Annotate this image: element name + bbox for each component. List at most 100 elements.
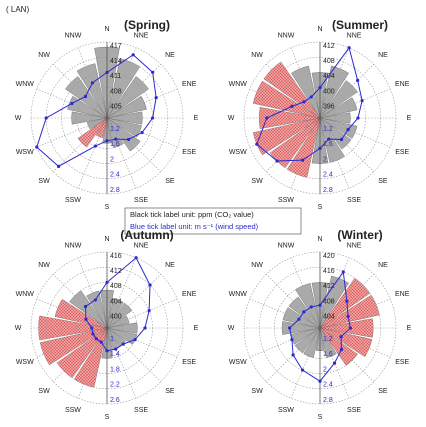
wind-point: [147, 308, 151, 313]
direction-label: NNW: [278, 33, 295, 40]
direction-label: NW: [38, 52, 50, 59]
y2-tick-label: 2.4: [323, 172, 333, 179]
direction-label: WSW: [229, 359, 247, 366]
y2-tick-label: 2.8: [323, 187, 333, 194]
y-tick-label: 416: [323, 268, 335, 275]
sector-hatch: [38, 316, 107, 340]
sector-hatch: [320, 328, 372, 357]
sector-hatch: [253, 81, 320, 118]
direction-label: W: [228, 325, 235, 332]
direction-label: ENE: [182, 291, 197, 298]
sector: [319, 275, 349, 329]
wind-point: [332, 361, 337, 365]
y2-tick-label: 2.8: [323, 397, 333, 404]
y-tick-label: 404: [323, 73, 335, 80]
wind-point: [339, 335, 343, 339]
direction-label: SSW: [65, 407, 81, 414]
direction-label: E: [407, 115, 412, 122]
chart-title: (Summer): [332, 18, 388, 32]
y-tick-label: 400: [323, 88, 335, 95]
direction-label: E: [194, 115, 199, 122]
wind-point: [143, 326, 147, 330]
direction-label: NE: [378, 262, 388, 269]
y-tick-label: 412: [110, 268, 122, 275]
wind-point: [309, 305, 313, 309]
wind-point: [44, 116, 48, 120]
direction-label: NW: [251, 262, 263, 269]
sector-hatch: [253, 118, 320, 155]
y-tick-label: 411: [110, 73, 121, 80]
header: ( LAN): [6, 5, 29, 14]
direction-label: SW: [38, 388, 50, 395]
direction-label: SE: [165, 178, 175, 185]
direction-label: W: [15, 115, 22, 122]
wind-point: [265, 116, 269, 120]
wind-point: [121, 342, 125, 346]
wind-point: [346, 314, 350, 318]
wind-point: [255, 142, 259, 146]
wind-point: [105, 349, 109, 353]
wind-point: [318, 86, 322, 90]
direction-label: W: [228, 115, 235, 122]
y2-tick-label: 1.6: [110, 141, 120, 148]
direction-label: ESE: [395, 359, 409, 366]
wind-point: [114, 347, 118, 351]
sector-hatch: [270, 118, 320, 168]
direction-label: E: [194, 325, 199, 332]
direction-label: SSW: [278, 407, 294, 414]
wind-point: [302, 100, 306, 104]
y2-tick-label: 1.2: [323, 126, 333, 133]
y2-tick-label: 1.2: [323, 336, 333, 343]
y-tick-label: 408: [110, 88, 122, 95]
y2-tick-label: 1.8: [110, 366, 120, 373]
sector: [282, 307, 321, 329]
direction-label: SE: [378, 178, 388, 185]
wind-point: [346, 128, 350, 132]
direction-label: NNE: [134, 243, 149, 250]
sector: [106, 111, 143, 125]
direction-label: SSW: [278, 197, 294, 204]
y-tick-label: 417: [110, 43, 122, 50]
wind-point: [84, 317, 88, 321]
grid-ring: [274, 282, 366, 374]
direction-label: NNW: [65, 33, 82, 40]
wind-point: [93, 144, 97, 148]
direction-label: SW: [251, 178, 263, 185]
direction-label: W: [15, 325, 22, 332]
direction-label: WSW: [229, 149, 247, 156]
y-tick-label: 414: [110, 58, 122, 65]
y-tick-label: 408: [110, 283, 122, 290]
wind-point: [148, 283, 152, 287]
wind-point: [302, 310, 306, 314]
direction-label: WSW: [16, 149, 34, 156]
wind-point: [133, 338, 137, 342]
grid-ring: [91, 312, 123, 344]
wind-point: [339, 137, 344, 142]
sector: [71, 111, 108, 125]
note-blue: Blue tick label unit: m s⁻¹ (wind speed): [130, 222, 259, 231]
chart-title: (Autumn): [120, 228, 173, 242]
y-tick-label: 416: [110, 253, 122, 260]
wind-point: [140, 130, 144, 135]
y2-tick-label: 2.4: [110, 172, 120, 179]
y-tick-label: 408: [323, 298, 335, 305]
grid-ring: [76, 87, 138, 149]
direction-label: N: [104, 26, 109, 33]
y2-tick-label: 1.6: [323, 141, 333, 148]
wind-point: [134, 256, 138, 260]
y2-tick-label: 2: [323, 366, 327, 373]
direction-label: ESE: [395, 149, 409, 156]
grid-ring: [304, 312, 336, 344]
grid-ring: [91, 102, 123, 134]
wind-point: [114, 137, 118, 141]
wind-point: [105, 280, 109, 284]
direction-label: NW: [251, 52, 263, 59]
direction-label: SE: [378, 388, 388, 395]
y2-tick-label: 1.4: [110, 351, 120, 358]
wind-point: [275, 159, 279, 163]
y2-tick-label: 1: [110, 336, 114, 343]
sector-hatch: [287, 118, 320, 178]
sector-hatch: [57, 328, 107, 378]
y2-tick-label: 2: [110, 156, 114, 163]
